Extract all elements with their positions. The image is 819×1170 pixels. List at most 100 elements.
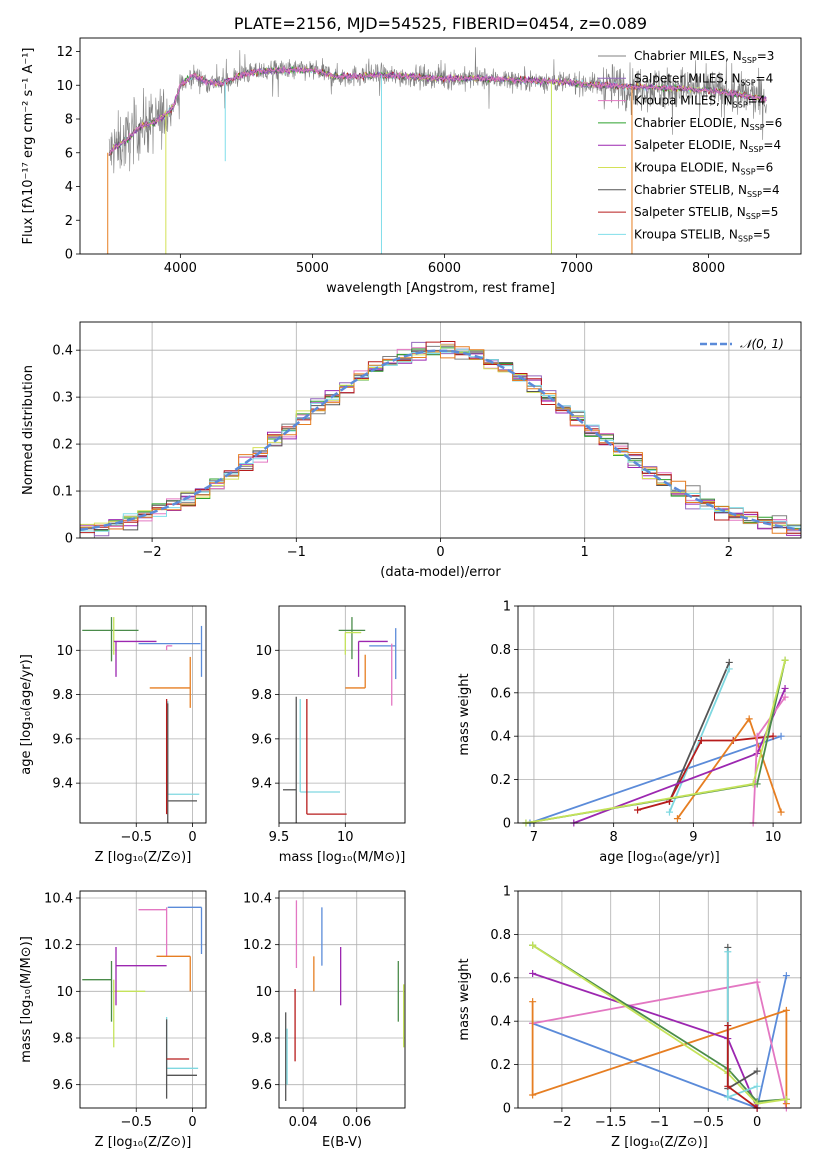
weight-marker [673, 815, 681, 823]
y-tick-label: 9.6 [52, 1078, 73, 1093]
y-tick-label: 0.6 [490, 686, 511, 701]
weight-marker [777, 808, 785, 816]
error-bar-point [282, 696, 297, 823]
spectrum-series-line [108, 47, 767, 174]
x-tick-label: 5000 [296, 261, 329, 276]
axes-frame [278, 890, 406, 1109]
y-tick-label: 9.4 [52, 777, 73, 792]
x-axis-label: Z [log₁₀(Z/Z⊙)] [611, 1135, 708, 1150]
weight-marker [782, 972, 790, 980]
error-bar-point [167, 703, 197, 823]
error-bar-point [338, 617, 366, 660]
y-axis-label: Normed distribution [21, 365, 36, 495]
weight-line [752, 696, 786, 824]
weight-marker [781, 684, 789, 692]
y-tick-label: 10.4 [243, 892, 272, 907]
error-bar-point [165, 1017, 199, 1069]
error-bar-point [113, 979, 146, 1048]
error-bar-point [167, 701, 200, 795]
y-tick-label: 9.6 [251, 732, 272, 747]
chart-title: PLATE=2156, MJD=54525, FIBERID=0454, z=0… [234, 14, 647, 33]
weight-marker [634, 806, 642, 814]
y-tick-label: 0.2 [490, 1058, 511, 1073]
y-axis-label: Flux [fλ10⁻¹⁷ erg cm⁻² s⁻¹ A⁻¹] [21, 48, 36, 245]
x-tick-label: 8000 [692, 261, 725, 276]
weight-marker [665, 808, 673, 816]
y-tick-label: 0.6 [490, 971, 511, 986]
y-tick-label: 10 [255, 644, 272, 659]
y-tick-label: 9.6 [251, 1078, 272, 1093]
x-tick-label: −0.5 [120, 830, 152, 845]
x-axis-label: wavelength [Angstrom, rest frame] [326, 281, 555, 296]
x-axis-label: age [log₁₀(age/yr)] [599, 850, 720, 865]
axes-frame [278, 605, 406, 824]
x-tick-label: 0.06 [342, 1115, 371, 1130]
weight-marker [777, 732, 785, 740]
x-axis-label: Z [log₁₀(Z/Z⊙)] [95, 850, 192, 865]
axes-frame [79, 890, 207, 1109]
weight-line [531, 1001, 788, 1104]
error-bar-point [149, 656, 191, 708]
error-bar-point [138, 907, 168, 957]
y-tick-label: 0.2 [490, 773, 511, 788]
x-tick-label: 9 [689, 830, 697, 845]
error-bar-point [299, 699, 341, 793]
y-tick-label: 0 [503, 1102, 511, 1117]
y-tick-label: 9.6 [52, 732, 73, 747]
x-tick-label: −2 [552, 1115, 571, 1130]
y-tick-label: 9.8 [251, 688, 272, 703]
y-tick-label: 10 [56, 79, 73, 94]
weight-marker [769, 732, 777, 740]
x-tick-label: 4000 [164, 261, 197, 276]
weight-marker [724, 1093, 732, 1101]
y-tick-label: 0.4 [490, 730, 511, 745]
weight-line [529, 735, 782, 824]
weight-marker [745, 715, 753, 723]
weight-marker [753, 978, 761, 986]
x-axis-label: E(B-V) [322, 1135, 362, 1150]
y-tick-label: 0.4 [52, 344, 73, 359]
legend-label: Chabrier ELODIE, NSSP=6 [634, 116, 782, 132]
axes-frame [517, 890, 802, 1109]
y-axis-label: age [log₁₀(age/yr)] [19, 654, 34, 775]
panel-residuals: −2 −1 0 1 2 0 0.1 0.2 0.3 0.4 (data-model)/error No… [21, 321, 802, 580]
y-tick-label: 9.8 [52, 1032, 73, 1047]
axes-frame [79, 605, 207, 824]
x-tick-label: 7000 [560, 261, 593, 276]
x-tick-label: 6000 [428, 261, 461, 276]
legend: Chabrier MILES, NSSP=3 Salpeter MILES, NS… [598, 49, 782, 243]
weight-marker [782, 1006, 790, 1014]
x-tick-label: 10 [337, 830, 354, 845]
weight-line [726, 947, 758, 1091]
legend: 𝒩(0, 1) [700, 337, 784, 351]
error-bar-point [165, 645, 173, 651]
weight-marker [529, 941, 537, 949]
y-axis-label: mass weight [457, 958, 472, 1040]
y-tick-label: 2 [65, 214, 73, 229]
error-bar-point [156, 955, 191, 992]
y-tick-label: 0.4 [490, 1015, 511, 1030]
error-bar-point [345, 654, 366, 689]
y-tick-label: 0 [65, 248, 73, 263]
y-tick-label: 9.4 [251, 777, 272, 792]
x-tick-label: 8 [610, 830, 618, 845]
weight-marker [753, 732, 761, 740]
x-axis-label: mass [log₁₀(M/M⊙)] [279, 850, 406, 865]
y-tick-label: 9.8 [251, 1032, 272, 1047]
panel-spectrum: 4000 5000 6000 7000 8000 0 2 4 6 8 10 12 wavelength … [21, 14, 802, 296]
weight-marker [724, 1082, 732, 1090]
panel-mass_vs_ebv: 0.04 0.06 9.6 9.8 10 10.2 10.4 E(B-V) [243, 890, 406, 1150]
error-bar-point [82, 617, 139, 662]
weight-marker [781, 693, 789, 701]
legend-label: Salpeter STELIB, NSSP=5 [634, 205, 778, 221]
x-tick-label: −1.5 [595, 1115, 627, 1130]
y-tick-label: 10 [56, 985, 73, 1000]
x-tick-label: 2 [725, 545, 733, 560]
error-bar-point [82, 961, 113, 1022]
y-axis-label: mass weight [457, 673, 472, 755]
legend-label: Kroupa MILES, NSSP=4 [634, 94, 765, 110]
y-tick-label: 0 [503, 817, 511, 832]
legend-label: Kroupa STELIB, NSSP=5 [634, 227, 771, 243]
axes-frame [517, 605, 802, 824]
x-tick-label: 1 [581, 545, 589, 560]
